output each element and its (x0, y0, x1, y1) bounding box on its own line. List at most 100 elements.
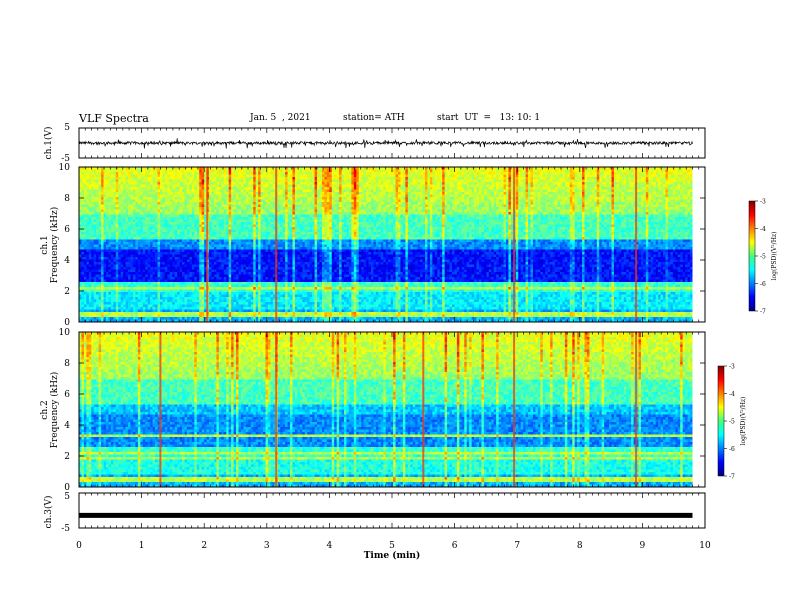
spectrogram-cell (405, 177, 409, 180)
spectrogram-cell (157, 199, 161, 203)
spectrogram-cell (459, 177, 463, 180)
spectrogram-cell (228, 209, 232, 213)
spectrogram-cell (510, 172, 514, 175)
spectrogram-cell (444, 169, 448, 173)
spectrogram-cell (650, 214, 654, 218)
spectrogram-cell (400, 202, 404, 205)
spectrogram-cell (520, 187, 524, 190)
spectrogram-cell (142, 182, 146, 185)
spectrogram-cell (174, 202, 178, 205)
spectrogram-cell (439, 187, 443, 190)
spectrogram-cell (469, 167, 472, 170)
spectrogram-cell (356, 204, 360, 208)
spectrogram-cell (476, 199, 480, 203)
spectrogram-cell (690, 204, 693, 208)
spectrogram-cell (547, 192, 551, 195)
spectrogram-cell (145, 169, 149, 173)
spectrogram-cell (108, 207, 112, 210)
spectrogram-cell (449, 199, 453, 203)
spectrogram-cell (618, 174, 622, 178)
spectrogram-cell (685, 177, 688, 180)
spectrogram-cell (213, 204, 217, 208)
spectrogram-cell (101, 172, 104, 175)
spectrogram-cell (574, 172, 578, 175)
spectrogram-cell (228, 172, 232, 175)
spectrogram-cell (282, 207, 286, 210)
spectrogram-cell (159, 197, 163, 200)
spectrogram-cell (422, 187, 426, 190)
spectrogram-cell (611, 174, 615, 178)
spectrogram-cell (452, 174, 455, 178)
spectrogram-cell (294, 214, 298, 218)
spectrogram-cell (388, 194, 391, 198)
spectrogram-cell (267, 194, 271, 198)
spectrogram-cell (515, 184, 519, 188)
spectrogram-cell (564, 207, 568, 210)
spectrogram-cell (307, 169, 310, 173)
spectrogram-cell (623, 184, 627, 188)
spectrogram-cell (618, 204, 622, 208)
spectrogram-cell (157, 214, 161, 218)
spectrogram-cell (476, 169, 480, 173)
spectrogram-cell (245, 179, 249, 183)
spectrogram-cell (358, 192, 362, 195)
spectrogram-cell (393, 192, 396, 195)
spectrogram-cell (169, 174, 173, 178)
spectrogram-cell (373, 169, 377, 173)
spectrogram-cell (204, 184, 207, 188)
spectrogram-cell (410, 197, 414, 200)
spectrogram-cell (238, 189, 242, 193)
spectrogram-cell (626, 204, 629, 208)
spectrogram-cell (623, 182, 627, 185)
spectrogram-cell (147, 207, 151, 210)
spectrogram-cell (164, 194, 168, 198)
spectrogram-cell (478, 177, 482, 180)
spectrogram-cell (442, 214, 445, 218)
spectrogram-cell (417, 192, 421, 195)
spectrogram-cell (584, 207, 588, 210)
spectrogram-cell (584, 189, 588, 193)
spectrogram-cell (385, 187, 389, 190)
spectrogram-cell (415, 199, 418, 203)
spectrogram-cell (410, 214, 414, 218)
spectrogram-cell (267, 204, 271, 208)
spectrogram-cell (611, 187, 615, 190)
spectrogram-cell (137, 214, 141, 218)
spectrogram-cell (572, 209, 575, 213)
spectrogram-cell (633, 204, 637, 208)
spectrogram-cell (459, 184, 463, 188)
spectrogram-cell (488, 209, 492, 213)
spectrogram-cell (665, 187, 669, 190)
spectrogram-cell (655, 172, 659, 175)
spectrogram-cell (437, 187, 441, 190)
spectrogram-cell (351, 204, 355, 208)
spectrogram-cell (530, 187, 534, 190)
spectrogram-cell (169, 184, 173, 188)
spectrogram-cell (177, 189, 180, 193)
spectrogram-cell (427, 167, 431, 170)
spectrogram-cell (218, 167, 222, 170)
spectrogram-cell (640, 187, 644, 190)
spectrogram-cell (270, 199, 274, 203)
spectrogram-cell (520, 194, 524, 198)
spectrogram-cell (277, 187, 281, 190)
spectrogram-cell (552, 167, 556, 170)
spectrogram-cell (660, 169, 664, 173)
spectrogram-cell (216, 199, 220, 203)
spectrogram-cell (393, 187, 396, 190)
spectrogram-cell (532, 212, 536, 215)
spectrogram-cell (375, 179, 379, 183)
spectrogram-cell (545, 207, 548, 210)
spectrogram-cell (155, 209, 158, 213)
spectrogram-cell (351, 167, 355, 170)
spectrogram-cell (120, 197, 124, 200)
spectrogram-cell (530, 202, 534, 205)
spectrogram-cell (285, 177, 288, 180)
spectrogram-cell (591, 184, 595, 188)
spectrogram-cell (98, 167, 102, 170)
spectrogram-cell (130, 184, 134, 188)
spectrogram-cell (682, 184, 686, 188)
spectrogram-cell (231, 207, 234, 210)
spectrogram-cell (103, 209, 107, 213)
spectrogram-cell (655, 187, 659, 190)
